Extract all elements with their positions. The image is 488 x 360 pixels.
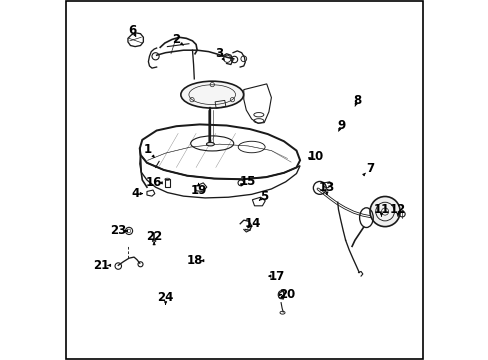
Text: 20: 20 xyxy=(279,288,295,301)
Text: 4: 4 xyxy=(131,187,139,200)
Text: 14: 14 xyxy=(244,216,260,230)
Ellipse shape xyxy=(181,81,243,108)
Text: 2: 2 xyxy=(172,33,180,46)
Text: 21: 21 xyxy=(93,259,109,272)
Text: 7: 7 xyxy=(365,162,373,175)
Text: 8: 8 xyxy=(353,94,361,107)
Text: 10: 10 xyxy=(307,150,324,163)
Text: 11: 11 xyxy=(373,203,389,216)
Text: 3: 3 xyxy=(215,47,223,60)
Text: 24: 24 xyxy=(157,291,173,304)
Text: 17: 17 xyxy=(268,270,285,283)
Text: 5: 5 xyxy=(260,190,268,203)
Text: 23: 23 xyxy=(110,224,126,238)
Text: 18: 18 xyxy=(186,254,203,267)
Text: 22: 22 xyxy=(146,230,162,243)
Text: 12: 12 xyxy=(389,203,405,216)
Text: 1: 1 xyxy=(143,143,151,156)
Ellipse shape xyxy=(206,142,214,146)
Text: 13: 13 xyxy=(318,181,334,194)
Text: 19: 19 xyxy=(190,184,206,197)
Text: 6: 6 xyxy=(128,24,137,37)
Text: 15: 15 xyxy=(240,175,256,188)
Circle shape xyxy=(369,197,399,226)
Text: 9: 9 xyxy=(337,119,345,132)
Text: 16: 16 xyxy=(145,176,162,189)
